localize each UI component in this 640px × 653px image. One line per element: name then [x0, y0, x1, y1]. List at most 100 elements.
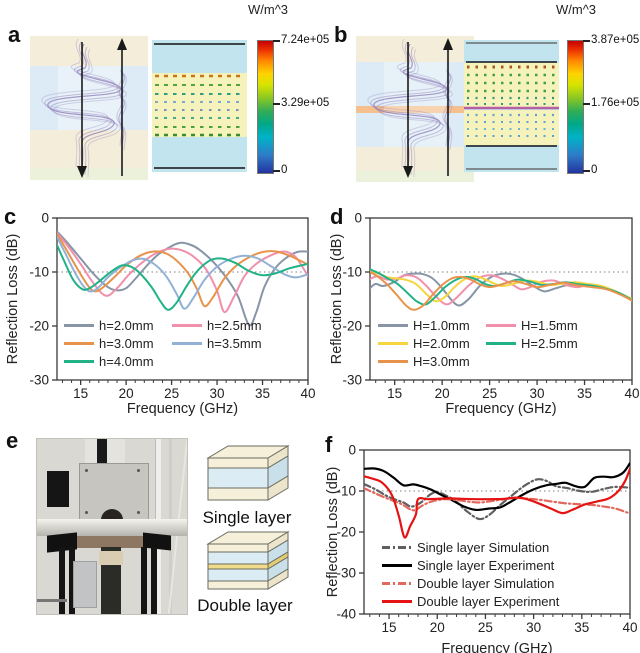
legend-label: h=2.5mm [207, 318, 262, 333]
series-h=4.0mm [57, 244, 308, 311]
reflected-direction-arrow [443, 38, 453, 176]
legend-item: Double layer Simulation [382, 576, 612, 591]
legend-item: H=3.0mm [378, 354, 482, 369]
incident-direction-arrow [77, 42, 87, 178]
svg-text:25: 25 [164, 386, 179, 401]
y-axis-label: Reflection Loss (dB) [6, 234, 21, 365]
y-axis-ticks: 0 -10 -20 -30 [342, 211, 370, 388]
colorbar-b-mid: 1.76e+05 [591, 97, 640, 109]
series-h=2.0mm [57, 230, 308, 327]
svg-text:-30: -30 [336, 566, 356, 581]
colorbar-b-tick-min [583, 170, 590, 172]
legend-swatch [64, 324, 94, 327]
chart-svg-d: 15 20 25 30 35 40 0 -10 -20 -30 Frequency (GHz) Ref… [329, 211, 640, 418]
svg-text:30: 30 [530, 386, 545, 401]
legend-d: H=1.0mm H=1.5mm H=2.0mm H=2.5mm H=3.0mm [378, 318, 590, 369]
x-axis-label: Frequency (GHz) [445, 401, 556, 417]
photo-rail [151, 547, 157, 614]
svg-text:15: 15 [73, 386, 88, 401]
svg-text:15: 15 [382, 620, 397, 635]
colorbar-b-tick-mid [583, 103, 590, 105]
series-group [370, 268, 632, 311]
series-group [364, 462, 630, 539]
series-Double layer Experiment [364, 467, 630, 539]
measurement-setup-photo [36, 438, 188, 615]
legend-label: Double layer Experiment [417, 594, 560, 609]
photo-black-box [47, 471, 69, 507]
power-loss-field-map-a [152, 40, 247, 172]
photo-screw [137, 469, 140, 472]
photo-aluminum-sheet [73, 561, 97, 608]
photo-metal-beam [37, 519, 187, 536]
photo-rail [69, 547, 75, 614]
x-axis-ticks: 15 20 25 30 35 40 [369, 614, 638, 635]
wave-propagation-diagram-a [30, 36, 148, 180]
chart-reflection-loss-simulation-vs-experiment: 15 20 25 30 35 40 0 -10 -20 -30 -40 Frequency (GHz)… [325, 434, 640, 653]
svg-text:20: 20 [435, 386, 450, 401]
svg-text:35: 35 [577, 386, 592, 401]
svg-text:30: 30 [526, 620, 541, 635]
series-H=1.5mm [370, 274, 632, 306]
reflected-direction-arrow [117, 38, 127, 176]
legend-label: h=4.0mm [99, 354, 154, 369]
series-group [57, 230, 308, 327]
colorbar-a-max: 7.24e+05 [281, 34, 330, 46]
colorbar-b-max: 3.87e+05 [591, 34, 640, 46]
legend-item: H=1.5mm [486, 318, 590, 333]
series-h=3.0mm [57, 233, 308, 308]
svg-text:0: 0 [41, 211, 49, 226]
legend-item: Single layer Simulation [382, 540, 612, 555]
series-h=3.5mm [57, 235, 308, 310]
photo-rail [141, 547, 147, 614]
y-axis-ticks: 0 -10 -20 -30 -40 [336, 443, 364, 622]
x-axis-label: Frequency (GHz) [441, 641, 552, 653]
legend-label: H=1.0mm [413, 318, 470, 333]
photo-screw [137, 511, 140, 514]
svg-text:40: 40 [300, 386, 315, 401]
power-loss-field-map-b [464, 40, 559, 172]
svg-text:-30: -30 [342, 373, 362, 388]
series-Single layer Experiment [364, 462, 630, 512]
legend-swatch [378, 324, 408, 327]
svg-text:-40: -40 [336, 607, 356, 622]
legend-item: h=2.5mm [172, 318, 276, 333]
photo-screw [85, 511, 88, 514]
legend-swatch [382, 600, 412, 603]
panel-label-d: d [330, 204, 344, 229]
legend-item: h=3.0mm [64, 336, 168, 351]
svg-text:0: 0 [354, 211, 362, 226]
x-axis-ticks: 15 20 25 30 35 40 [375, 380, 640, 401]
legend-item: Single layer Experiment [382, 558, 612, 573]
legend-label: h=3.5mm [207, 336, 262, 351]
colorbar-b [567, 40, 584, 174]
legend-label: H=3.0mm [413, 354, 470, 369]
legend-label: Double layer Simulation [417, 576, 555, 591]
photo-screw [85, 469, 88, 472]
svg-text:-30: -30 [29, 373, 49, 388]
series-H=2.0mm [370, 269, 632, 303]
photo-rail [59, 547, 65, 614]
y-axis-label: Reflection Loss (dB) [330, 234, 345, 365]
double-layer-label: Double layer [197, 596, 293, 615]
legend-label: H=2.5mm [521, 336, 578, 351]
colorbar-title-a: W/m^3 [248, 2, 289, 17]
svg-text:40: 40 [622, 620, 637, 635]
legend-swatch [382, 546, 412, 549]
legend-item: H=2.5mm [486, 336, 590, 351]
svg-text:-10: -10 [29, 265, 49, 280]
colorbar-a-tick-mid [273, 103, 280, 105]
svg-text:15: 15 [387, 386, 402, 401]
x-axis-ticks: 15 20 25 30 35 40 [61, 380, 316, 401]
chart-reflection-loss-vs-thickness-h: 15 20 25 30 35 40 0 -10 -20 -30 Frequency (GHz) Ref… [5, 206, 318, 418]
single-layer-label: Single layer [202, 508, 292, 527]
legend-f: Single layer Simulation Single layer Expe… [382, 540, 612, 609]
colorbar-a-tick-min [273, 170, 280, 172]
legend-swatch [486, 342, 516, 345]
legend-item: h=3.5mm [172, 336, 276, 351]
legend-swatch [378, 342, 408, 345]
svg-text:-10: -10 [336, 484, 356, 499]
panel-label-e: e [6, 428, 19, 453]
photo-bottom-bar [37, 599, 67, 602]
panel-label-c: c [4, 204, 17, 229]
x-axis-label: Frequency (GHz) [127, 401, 238, 417]
